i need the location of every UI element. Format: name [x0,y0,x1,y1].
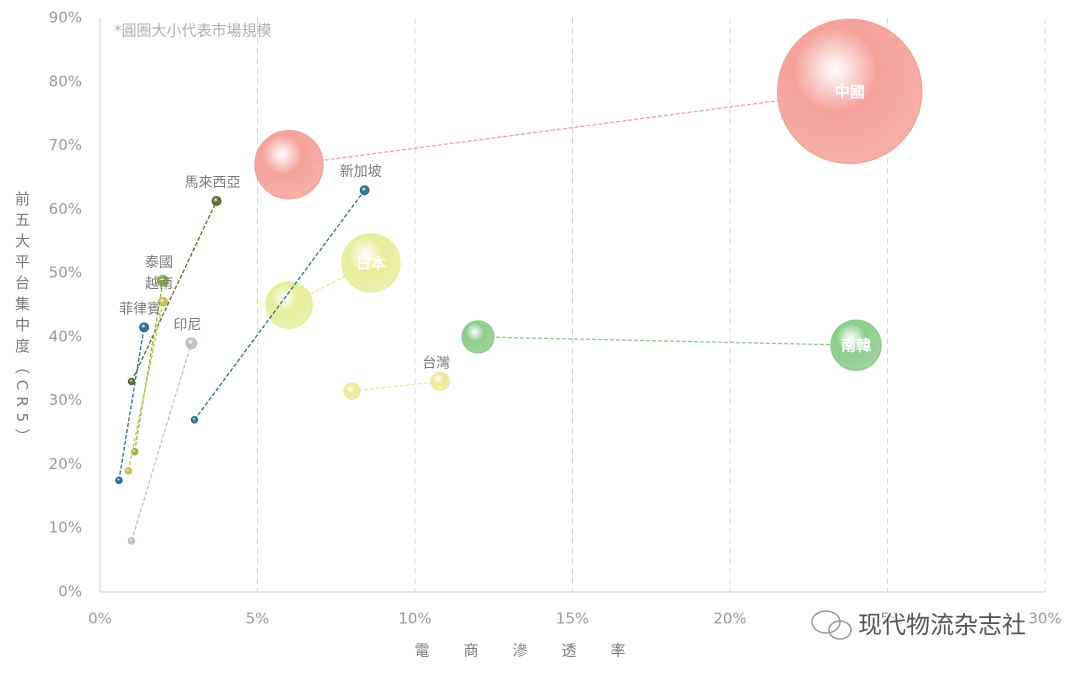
x-axis-label: 電商滲透率 [414,642,659,660]
y-tick-label: 10% [49,519,82,537]
y-axis-label: 前五大平台集中度（CR5） [13,191,31,449]
bubble [254,129,324,200]
bubble [359,185,370,196]
connector-line [351,380,441,392]
x-tick-label: 5% [246,610,270,628]
connector-line [134,280,164,452]
connector-line [288,90,850,166]
bubble [343,382,361,400]
connector-line [130,343,192,542]
y-tick-label: 60% [49,200,82,218]
x-tick-label: 0% [88,610,112,628]
y-tick-label: 40% [49,327,82,345]
watermark: 现代物流杂志社 [858,611,1026,639]
connector-line [118,327,145,481]
y-tick-label: 90% [49,9,82,27]
bubble [157,274,169,287]
y-tick-label: 30% [49,391,82,409]
bubble [341,233,401,293]
series-label: 台灣 [422,356,450,372]
series-label: 越南 [145,276,173,292]
connector-line [127,301,164,471]
series-label: 印尼 [173,317,201,333]
bubble [461,320,495,354]
y-tick-label: 20% [49,455,82,473]
bubble [830,319,882,371]
y-tick-label: 70% [49,136,82,154]
series-label: 馬來西亞 [185,175,241,191]
bubble [776,18,923,165]
y-tick-label: 50% [49,264,82,282]
bubble [127,537,136,545]
bubble [265,281,313,329]
bubble [211,196,222,207]
watermark-icon [811,610,852,640]
bubble [124,467,133,475]
x-tick-label: 10% [398,610,431,628]
x-tick-label: 30% [1028,610,1061,628]
series-label: 新加坡 [340,164,382,180]
connector-line [130,200,218,382]
bubble [190,416,199,424]
series-label: 菲律賓 [119,300,161,317]
bubble [139,322,150,333]
icon-bubble [811,610,841,634]
bubble [127,377,136,386]
connector-line [477,336,857,346]
y-tick-label: 0% [58,583,82,601]
note: *圓圈大小代表市場規模 [114,22,272,40]
series-label: 南韓 [841,337,871,355]
series-label: 中國 [835,83,865,101]
icon-bubble [828,620,852,640]
y-tick-label: 80% [49,72,82,90]
series-label: 日本 [356,254,386,272]
bubble [185,337,198,350]
x-tick-label: 25% [871,610,904,628]
bubble [115,476,123,485]
series-label: 泰國 [145,255,173,271]
x-tick-label: 20% [713,610,746,628]
bubble [430,371,450,392]
x-tick-label: 15% [556,610,589,628]
bubble [158,296,168,307]
